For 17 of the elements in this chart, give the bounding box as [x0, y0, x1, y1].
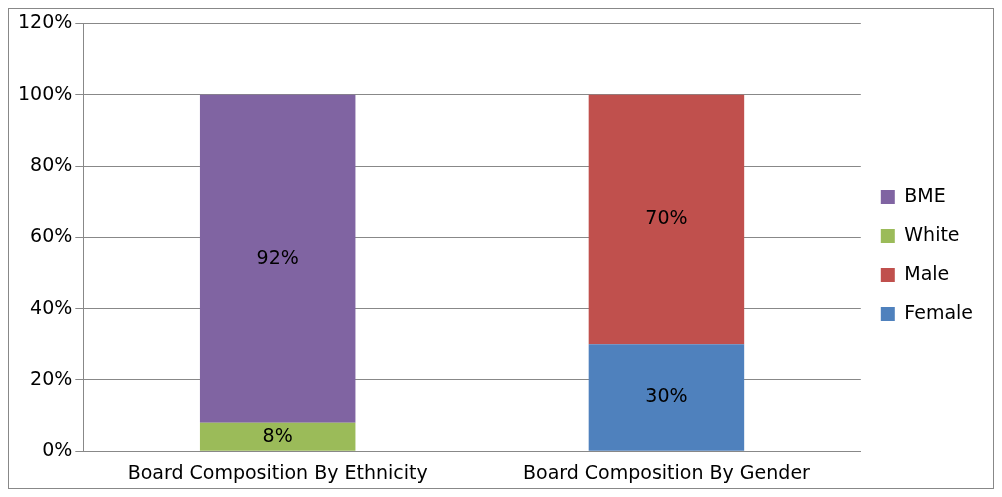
y-tick-label: 60%	[30, 224, 73, 247]
x-tick-label: Board Composition By Gender	[522, 460, 811, 483]
data-label: 8%	[262, 423, 293, 446]
legend-label: White	[904, 222, 960, 245]
x-tick-label: Board Composition By Ethnicity	[127, 460, 428, 483]
legend-label: Female	[904, 300, 973, 323]
data-label: 70%	[645, 206, 688, 229]
y-tick-label: 100%	[17, 81, 73, 104]
y-tick-label: 40%	[30, 295, 73, 318]
y-tick-label: 20%	[30, 366, 73, 389]
y-tick-label: 0%	[42, 438, 73, 461]
y-tick-label: 120%	[17, 10, 73, 33]
legend-label: Male	[904, 261, 950, 284]
data-label: 30%	[645, 384, 688, 407]
y-tick-label: 80%	[30, 152, 73, 175]
data-label: 92%	[256, 245, 299, 268]
legend-label: BME	[904, 183, 946, 206]
